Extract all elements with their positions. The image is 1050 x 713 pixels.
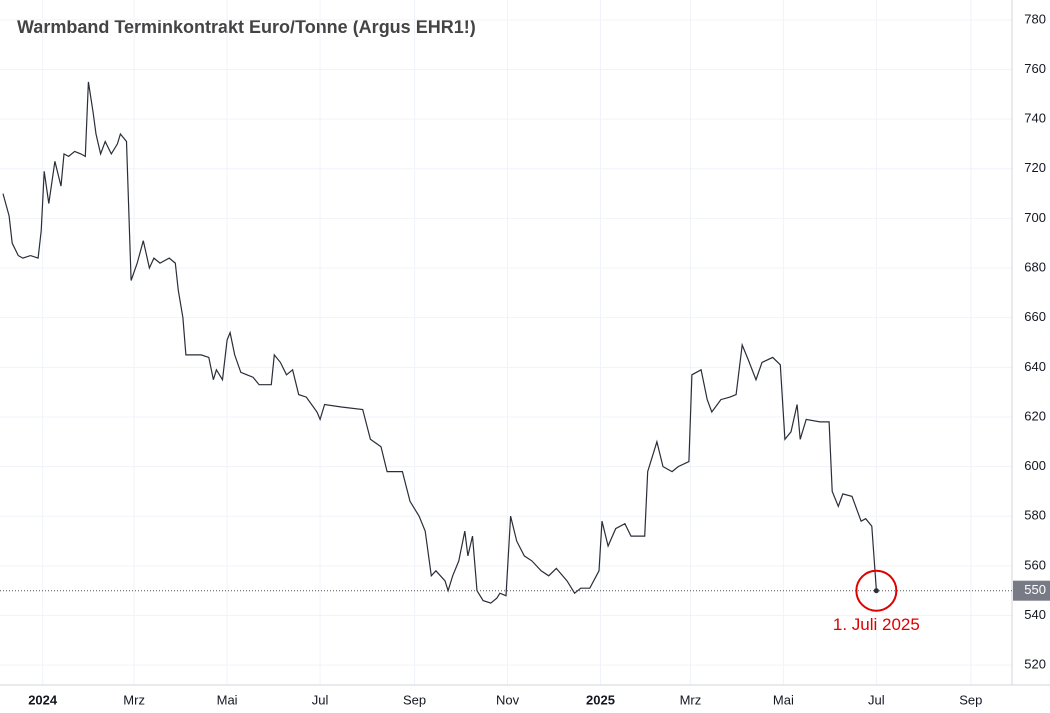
annotation-circle [855,569,898,612]
y-tick-label: 760 [1024,61,1046,76]
x-tick-label: Jul [312,692,329,707]
y-tick-label: 520 [1024,657,1046,672]
x-tick-label: Mai [773,692,794,707]
y-tick-label: 700 [1024,210,1046,225]
y-tick-label: 540 [1024,607,1046,622]
y-tick-label: 640 [1024,359,1046,374]
x-tick-label: Sep [403,692,426,707]
y-tick-label: 780 [1024,11,1046,26]
x-tick-label: Jul [868,692,885,707]
price-line [2,81,877,604]
y-tick-label: 680 [1024,259,1046,274]
y-tick-label: 660 [1024,309,1046,324]
x-tick-label: Mai [217,692,238,707]
last-price-box [1013,580,1050,601]
x-tick-label: 2025 [586,692,615,707]
x-tick-label: Mrz [680,692,702,707]
x-tick-label: Nov [496,692,520,707]
x-tick-label: Mrz [123,692,145,707]
x-tick-label: 2024 [28,692,58,707]
y-tick-label: 580 [1024,508,1046,523]
y-tick-label: 740 [1024,111,1046,126]
y-tick-label: 620 [1024,408,1046,423]
x-tick-label: Sep [959,692,982,707]
annotation-text: 1. Juli 2025 [833,615,920,634]
y-tick-label: 600 [1024,458,1046,473]
last-price-label: 550 [1024,582,1046,597]
chart-title: Warmband Terminkontrakt Euro/Tonne (Argu… [17,17,476,37]
y-tick-label: 720 [1024,160,1046,175]
y-tick-label: 560 [1024,557,1046,572]
last-point [873,588,879,594]
